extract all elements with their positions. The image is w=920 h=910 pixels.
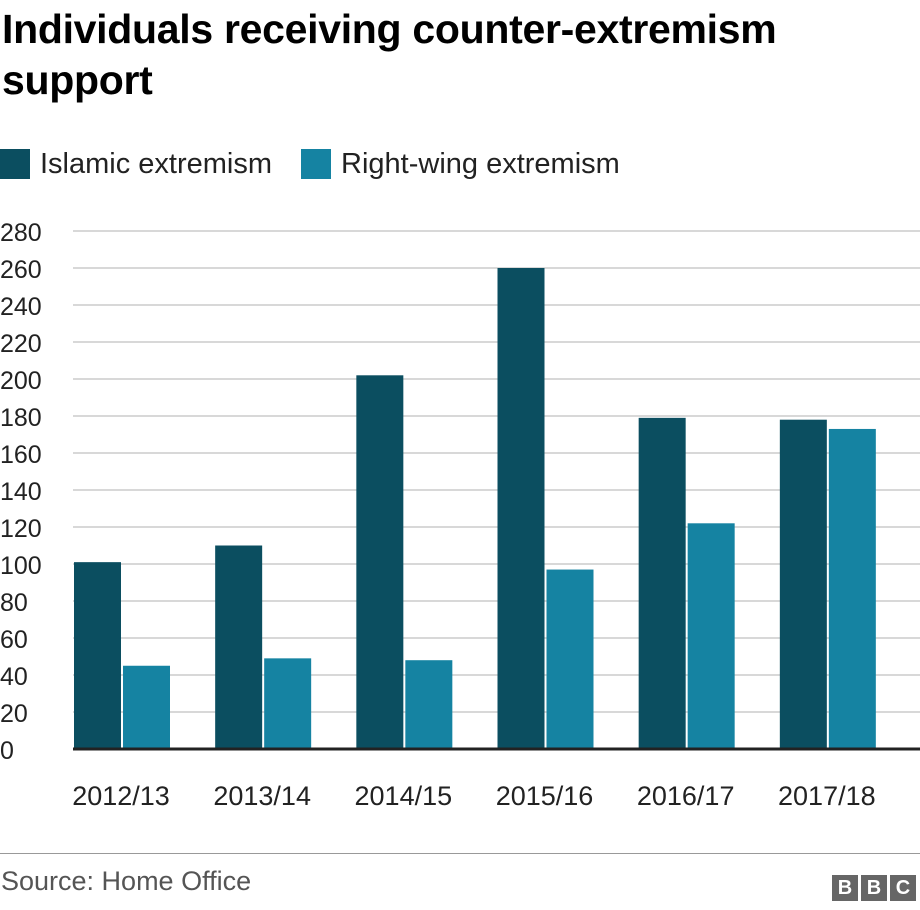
x-axis-ticks: 2012/13 2013/14 2014/15 2015/16 2016/17 2017/… xyxy=(72,781,875,811)
bar-islamic-extremism xyxy=(74,562,121,749)
y-tick-label: 80 xyxy=(0,589,28,617)
footer-divider xyxy=(0,853,920,854)
y-tick-label: 100 xyxy=(0,552,42,580)
y-tick-label: 120 xyxy=(0,515,42,543)
x-tick-label: 2015/16 xyxy=(496,781,594,811)
bar-right-wing-extremism xyxy=(264,658,312,749)
x-tick-label: 2017/18 xyxy=(778,781,876,811)
chart-title: Individuals receiving counter-extremism … xyxy=(2,6,777,103)
bars xyxy=(74,268,876,749)
y-tick-label: 0 xyxy=(0,737,14,765)
legend-swatch-islamic-extremism xyxy=(0,149,30,179)
bar-islamic-extremism xyxy=(497,268,545,749)
y-tick-label: 260 xyxy=(0,256,42,284)
gridlines xyxy=(73,230,920,713)
legend-item-right-wing-extremism: Right-wing extremism xyxy=(301,148,620,181)
legend-label-right-wing-extremism: Right-wing extremism xyxy=(341,147,620,180)
bar-chart: 020406080100120140160180200220240260280 … xyxy=(0,219,920,811)
legend-item-islamic-extremism: Islamic extremism xyxy=(0,148,272,181)
y-tick-label: 20 xyxy=(0,700,28,728)
bar-right-wing-extremism xyxy=(405,660,453,749)
y-tick-label: 240 xyxy=(0,293,42,321)
bar-right-wing-extremism xyxy=(828,428,876,749)
chart-legend: Islamic extremism Right-wing extremism xyxy=(0,146,649,182)
legend-swatch-right-wing-extremism xyxy=(301,149,332,179)
y-tick-label: 180 xyxy=(0,404,42,432)
y-tick-label: 220 xyxy=(0,330,42,358)
bar-right-wing-extremism xyxy=(546,569,594,749)
x-tick-label: 2016/17 xyxy=(637,781,735,811)
bbc-logo-block: C xyxy=(890,875,916,901)
y-tick-label: 140 xyxy=(0,478,42,506)
bar-right-wing-extremism xyxy=(123,665,170,749)
x-tick-label: 2014/15 xyxy=(355,781,453,811)
legend-label-islamic-extremism: Islamic extremism xyxy=(40,147,273,180)
bbc-logo-block: B xyxy=(861,875,887,901)
bar-islamic-extremism xyxy=(779,419,827,749)
x-tick-label: 2012/13 xyxy=(72,781,170,811)
x-tick-label: 2013/14 xyxy=(213,781,311,811)
y-axis-ticks: 0 20 40 60 80 100 120 140 160 180 200 220 240 260 280 xyxy=(0,219,42,765)
y-tick-label: 200 xyxy=(0,367,42,395)
source-note: Source: Home Office xyxy=(1,866,252,896)
bar-islamic-extremism xyxy=(356,375,404,749)
y-tick-label: 280 xyxy=(0,219,42,247)
bbc-logo: B B C xyxy=(829,875,916,901)
bar-islamic-extremism xyxy=(215,545,263,749)
y-tick-label: 40 xyxy=(0,663,28,691)
bbc-logo-block: B xyxy=(832,875,858,901)
y-tick-label: 60 xyxy=(0,626,28,654)
y-tick-label: 160 xyxy=(0,441,42,469)
bar-right-wing-extremism xyxy=(687,523,735,749)
bar-islamic-extremism xyxy=(638,417,686,749)
